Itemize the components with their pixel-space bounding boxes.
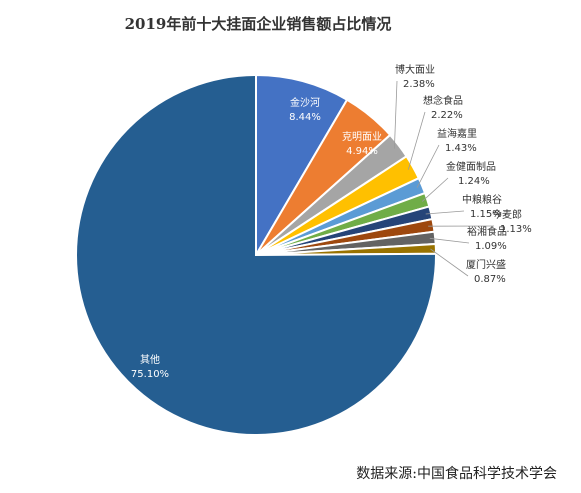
slice-label-name-6: 金健面制品 [446,160,496,173]
slice-label-name-7: 中粮粮谷 [462,193,502,206]
pie-slice-1 [255,73,349,259]
slice-label-name-11: 其他 [140,353,160,366]
source-note: 数据来源:中国食品科学技术学会 [356,465,557,482]
slice-label-name-5: 益海嘉里 [437,127,477,140]
slice-label-value-1: 8.44% [289,112,321,123]
slice-label-value-7: 1.15% [470,209,502,220]
leader-line-9 [429,237,470,244]
slice-label-value-9: 1.09% [475,241,507,252]
slice-label-name-10: 厦门兴盛 [466,258,506,271]
leader-lines [394,80,495,277]
leader-line-3 [394,80,398,149]
slice-label-value-11: 75.10% [131,369,169,380]
slice-label-value-3: 2.38% [403,79,435,90]
slice-label-name-3: 博大面业 [395,63,435,76]
slice-label-value-2: 4.94% [346,146,378,157]
leader-line-7 [425,210,465,215]
slice-label-value-8: 1.13% [500,224,532,235]
leader-line-5 [416,144,440,188]
slice-label-name-4: 想念食品 [423,94,463,107]
chart-title: 2019年前十大挂面企业销售额占比情况 [125,15,392,33]
leader-line-10 [430,248,469,277]
slice-labels: 金沙河 8.44% 克明面业 4.94% 博大面业 2.38% 想念食品 2.22% 益海嘉里 1… [131,63,532,380]
leader-line-4 [407,111,426,170]
slice-label-name-2: 克明面业 [342,131,382,143]
slice-label-value-6: 1.24% [458,176,490,187]
slice-label-name-8: 今麦郎 [492,208,522,221]
slice-label-name-1: 金沙河 [290,96,320,109]
slice-label-name-9: 裕湘食品 [467,225,507,238]
slice-label-value-10: 0.87% [474,274,506,285]
leader-line-6 [421,177,449,202]
pie-slice-11 [75,73,438,436]
slice-label-value-5: 1.43% [445,143,477,154]
pie-slices [75,73,438,436]
slice-label-value-4: 2.22% [431,110,463,121]
